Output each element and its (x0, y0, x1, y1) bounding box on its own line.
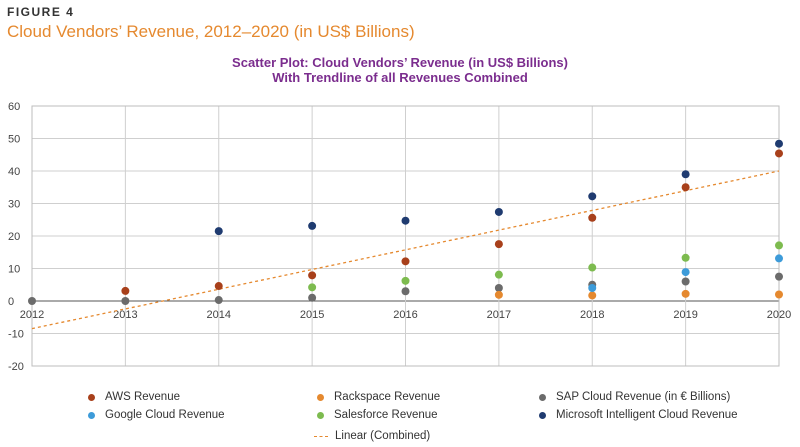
x-tick-label: 2016 (393, 309, 417, 321)
legend-label: SAP Cloud Revenue (in € Billions) (556, 391, 731, 403)
legend-marker (539, 411, 546, 419)
data-point-microsoft-intelligent-cloud-revenue (214, 227, 223, 236)
data-point-aws-revenue (588, 213, 597, 222)
data-point-microsoft-intelligent-cloud-revenue (588, 192, 597, 201)
y-tick-label: 60 (8, 101, 20, 113)
data-point-aws-revenue (214, 282, 223, 291)
legend-label: Google Cloud Revenue (105, 409, 225, 421)
y-tick-label: -20 (8, 361, 24, 373)
data-point-rackspace-revenue (588, 291, 597, 300)
legend-marker (88, 411, 95, 419)
chart-title-line-2: With Trendline of all Revenues Combined (272, 70, 528, 85)
y-tick-label: 30 (8, 199, 20, 211)
legend-item-microsoft: Microsoft Intelligent Cloud Revenue (539, 406, 738, 424)
y-tick-label: 50 (8, 134, 20, 146)
data-point-sap-cloud-revenue-in-billions (681, 277, 690, 286)
data-point-microsoft-intelligent-cloud-revenue (775, 139, 783, 148)
data-point-google-cloud-revenue (588, 284, 597, 292)
plot-area-border (31, 105, 780, 367)
y-tick-label: 0 (8, 296, 14, 308)
data-point-aws-revenue (775, 149, 783, 158)
y-tick-label: 20 (8, 231, 20, 243)
data-point-salesforce-revenue (401, 276, 410, 285)
legend-label: Microsoft Intelligent Cloud Revenue (556, 409, 738, 421)
legend-item-salesforce: Salesforce Revenue (317, 406, 438, 424)
legend-item-rackspace: Rackspace Revenue (317, 388, 440, 406)
data-point-rackspace-revenue (775, 290, 783, 299)
data-point-microsoft-intelligent-cloud-revenue (681, 170, 690, 179)
x-tick-label: 2013 (113, 309, 137, 321)
data-point-google-cloud-revenue (681, 268, 690, 277)
legend-marker (88, 393, 95, 401)
trendline (31, 170, 780, 330)
data-point-aws-revenue (681, 183, 690, 192)
legend-label: Linear (Combined) (335, 430, 431, 442)
data-point-aws-revenue (401, 257, 410, 266)
chart-title-line-1: Scatter Plot: Cloud Vendors’ Revenue (in… (232, 55, 568, 70)
legend-marker (317, 393, 324, 401)
data-point-sap-cloud-revenue-in-billions (214, 296, 223, 305)
legend-label: AWS Revenue (105, 391, 180, 403)
data-point-aws-revenue (494, 240, 503, 249)
x-tick-label: 2018 (580, 309, 604, 321)
data-point-salesforce-revenue (775, 241, 783, 250)
data-point-sap-cloud-revenue-in-billions (494, 284, 503, 292)
y-tick-label: 10 (8, 264, 20, 276)
chart-title: Scatter Plot: Cloud Vendors’ Revenue (in… (0, 55, 800, 85)
y-tick-label: 40 (8, 166, 20, 178)
data-point-sap-cloud-revenue-in-billions (401, 287, 410, 296)
data-point-salesforce-revenue (308, 283, 317, 292)
legend-marker (539, 393, 546, 401)
data-point-salesforce-revenue (681, 253, 690, 262)
data-point-microsoft-intelligent-cloud-revenue (401, 216, 410, 225)
legend-item-sap: SAP Cloud Revenue (in € Billions) (539, 388, 730, 406)
data-point-sap-cloud-revenue-in-billions (121, 297, 130, 305)
data-point-rackspace-revenue (494, 290, 503, 299)
legend-label: Salesforce Revenue (334, 409, 438, 421)
data-point-aws-revenue (308, 271, 317, 280)
data-point-microsoft-intelligent-cloud-revenue (308, 221, 317, 230)
data-point-sap-cloud-revenue-in-billions (308, 293, 317, 302)
data-point-aws-revenue (121, 286, 130, 295)
legend-item-aws: AWS Revenue (88, 388, 180, 406)
data-point-rackspace-revenue (681, 289, 690, 298)
data-point-sap-cloud-revenue-in-billions (775, 272, 783, 281)
data-point-salesforce-revenue (494, 270, 503, 279)
legend-item-google: Google Cloud Revenue (88, 406, 225, 424)
figure-title: Cloud Vendors’ Revenue, 2012–2020 (in US… (7, 22, 415, 41)
data-point-salesforce-revenue (588, 263, 597, 272)
x-tick-label: 2015 (300, 309, 324, 321)
x-tick-label: 2017 (487, 309, 511, 321)
legend-marker (317, 411, 324, 419)
x-tick-label: 2014 (207, 309, 231, 321)
data-point-sap-cloud-revenue-in-billions (28, 297, 36, 305)
legend: AWS Revenue Rackspace Revenue SAP Cloud … (0, 385, 800, 447)
legend-label: Rackspace Revenue (334, 391, 441, 403)
y-tick-label: -10 (8, 329, 24, 341)
x-tick-label: 2019 (673, 309, 697, 321)
legend-trendline-marker (314, 435, 328, 437)
legend-item-trendline: Linear (Combined) (314, 427, 430, 445)
data-point-google-cloud-revenue (775, 254, 783, 263)
figure-label: FIGURE 4 (7, 5, 75, 19)
data-point-microsoft-intelligent-cloud-revenue (494, 207, 503, 216)
